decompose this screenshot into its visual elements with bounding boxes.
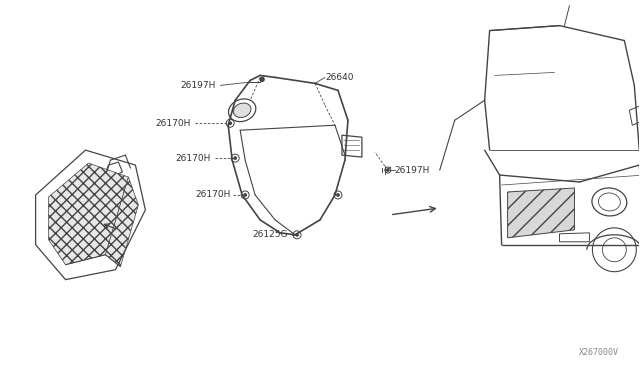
Polygon shape [508, 188, 575, 238]
Circle shape [296, 234, 298, 236]
Text: X267000V: X267000V [579, 348, 620, 357]
Polygon shape [106, 177, 138, 267]
Circle shape [234, 157, 236, 159]
Text: 26197H: 26197H [180, 81, 216, 90]
Text: 26170H: 26170H [195, 190, 230, 199]
Circle shape [229, 122, 232, 124]
Text: 26125G: 26125G [252, 230, 287, 239]
Text: 26170H: 26170H [156, 119, 191, 128]
Ellipse shape [234, 103, 251, 118]
Text: 26197H: 26197H [395, 166, 430, 174]
Circle shape [387, 169, 389, 171]
Text: 26640: 26640 [325, 73, 353, 82]
Circle shape [244, 194, 246, 196]
Circle shape [260, 77, 264, 81]
Circle shape [337, 194, 339, 196]
Text: 26170H: 26170H [175, 154, 211, 163]
Polygon shape [49, 163, 129, 265]
